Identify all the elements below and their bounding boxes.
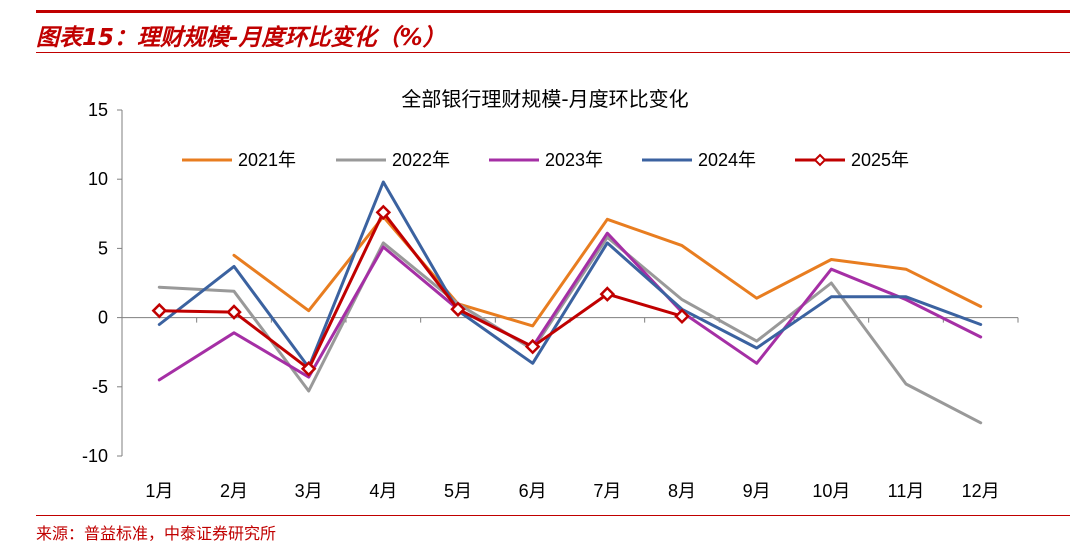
x-tick-label: 1月	[145, 481, 173, 501]
legend-label: 2023年	[545, 150, 603, 170]
figure-title: 图表15：理财规模-月度环比变化（%）	[36, 25, 446, 51]
legend-label: 2021年	[238, 150, 296, 170]
data-point-2025	[226, 304, 242, 320]
x-tick-label: 12月	[962, 481, 1000, 501]
source-note: 来源：普益标准，中泰证券研究所	[36, 524, 277, 543]
legend-label: 2022年	[392, 150, 450, 170]
x-tick-label: 3月	[295, 481, 323, 501]
y-tick-label: -5	[92, 377, 108, 397]
y-tick-label: 5	[98, 238, 108, 258]
x-tick-label: 7月	[593, 481, 621, 501]
top-rule	[36, 10, 1070, 13]
y-tick-label: -10	[82, 446, 108, 466]
data-point-2025	[300, 361, 317, 377]
series-line-2023	[157, 231, 983, 382]
y-tick-label: 0	[98, 308, 108, 328]
data-point-2025	[151, 302, 168, 319]
legend-marker	[813, 153, 827, 167]
data-point-2025	[599, 286, 616, 302]
legend-label: 2024年	[698, 150, 756, 170]
source-rule	[36, 515, 1070, 516]
series-group	[151, 180, 983, 425]
x-tick-label: 6月	[519, 481, 547, 501]
series-line-2024	[157, 180, 983, 369]
y-tick-label: 15	[88, 100, 108, 120]
title-rule	[36, 52, 1070, 53]
axes: -10 -5 0 5 10 15 1月 2月 3月 4月 5月 6月 7月 8月 9月 10月 11月 12月	[82, 100, 1019, 501]
x-tick-label: 2月	[220, 481, 248, 501]
legend: 2021年 2022年 2023年 2024年 2025年	[182, 150, 909, 170]
series-line-2021	[232, 215, 983, 328]
x-tick-label: 4月	[369, 481, 397, 501]
x-tick-label: 11月	[888, 481, 925, 501]
data-point-2025	[375, 204, 392, 221]
data-point-2025	[450, 301, 466, 318]
x-tick-label: 5月	[444, 481, 472, 501]
data-point-2025	[674, 308, 690, 324]
x-tick-label: 10月	[812, 481, 850, 501]
chart-title: 全部银行理财规模-月度环比变化	[401, 87, 688, 111]
y-tick-label: 10	[88, 169, 108, 189]
series-line-2025	[157, 210, 684, 371]
series-line-2022	[157, 235, 983, 425]
x-tick-label: 9月	[743, 481, 771, 501]
x-tick-label: 8月	[668, 481, 696, 501]
data-point-2025	[524, 338, 541, 355]
legend-label: 2025年	[851, 150, 909, 170]
line-chart: 全部银行理财规模-月度环比变化 2021年 2022年 2023年 2024年 2025…	[82, 87, 1019, 501]
